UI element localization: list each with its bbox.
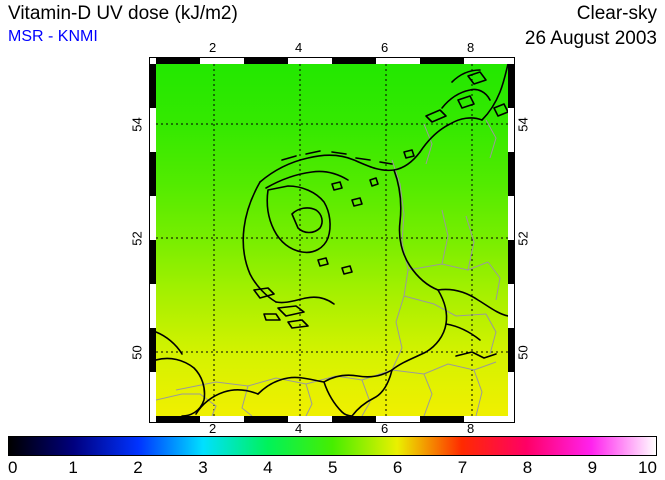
coastlines-and-borders — [156, 64, 508, 416]
sky-condition-label: Clear-sky — [576, 3, 657, 24]
ytick-left-52: 52 — [129, 231, 145, 246]
colorbar — [8, 436, 657, 456]
colorbar-tick-0: 0 — [8, 458, 18, 477]
colorbar-tick-4: 4 — [263, 458, 273, 477]
xtick-bottom-6: 6 — [381, 421, 389, 436]
axis-frame-right — [508, 64, 514, 416]
axis-frame-left — [150, 64, 156, 416]
uv-dose-map — [156, 64, 508, 416]
page-title: Vitamin-D UV dose (kJ/m2) — [8, 3, 238, 24]
map-overlay — [156, 64, 508, 416]
date-label: 26 August 2003 — [524, 28, 657, 49]
colorbar-tick-1: 1 — [68, 458, 78, 477]
colorbar-tick-6: 6 — [392, 458, 403, 477]
axis-frame-top — [156, 58, 508, 64]
xtick-top-6: 6 — [381, 40, 389, 55]
colorbar-tick-3: 3 — [198, 458, 208, 477]
colorbar-tick-10: 10 — [638, 458, 657, 477]
institute-label: MSR - KNMI — [8, 28, 98, 45]
xtick-top-4: 4 — [295, 40, 303, 55]
ytick-left-50: 50 — [129, 345, 145, 360]
axis-frame-bottom — [156, 416, 508, 422]
internal-boundaries — [156, 119, 501, 416]
xtick-top-8: 8 — [467, 40, 475, 55]
ytick-right-50: 50 — [515, 345, 531, 360]
xtick-top-2: 2 — [209, 40, 217, 55]
map-field — [156, 64, 508, 416]
xtick-bottom-4: 4 — [295, 421, 303, 436]
colorbar-gradient — [9, 437, 656, 455]
ytick-right-54: 54 — [515, 117, 531, 132]
ytick-right-52: 52 — [515, 231, 531, 246]
colorbar-tick-5: 5 — [328, 458, 338, 477]
dose-gradient-fill — [156, 64, 508, 416]
xtick-bottom-8: 8 — [467, 421, 475, 436]
colorbar-tick-2: 2 — [133, 458, 143, 477]
colorbar-tick-8: 8 — [522, 458, 533, 477]
ytick-left-54: 54 — [129, 117, 145, 132]
colorbar-tick-7: 7 — [457, 458, 468, 477]
colorbar-tick-9: 9 — [587, 458, 598, 477]
graticule-lines — [156, 64, 508, 416]
xtick-bottom-2: 2 — [209, 421, 217, 436]
plot-border — [149, 57, 515, 423]
